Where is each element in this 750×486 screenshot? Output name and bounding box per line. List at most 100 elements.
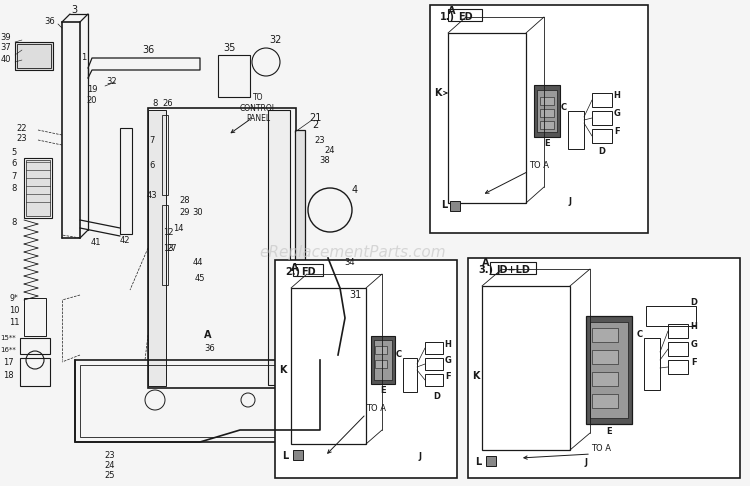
Text: F: F	[614, 126, 620, 136]
Text: F: F	[692, 358, 697, 366]
Bar	[586, 316, 632, 424]
Text: 13: 13	[163, 243, 173, 253]
Bar	[668, 360, 688, 374]
Text: 23: 23	[105, 451, 116, 459]
Bar	[592, 93, 612, 107]
Bar	[148, 108, 296, 388]
Bar	[24, 158, 52, 218]
Bar	[668, 342, 688, 356]
Bar	[592, 129, 612, 143]
Text: J: J	[419, 451, 422, 461]
Text: 2.): 2.)	[285, 267, 300, 277]
Text: 29: 29	[180, 208, 190, 216]
Text: 17: 17	[3, 358, 13, 366]
Text: 28: 28	[180, 195, 190, 205]
Bar	[668, 324, 688, 338]
Text: 26: 26	[163, 99, 173, 107]
Bar	[24, 298, 46, 336]
Bar	[540, 97, 554, 105]
Text: 5: 5	[11, 147, 16, 156]
Bar	[403, 358, 417, 392]
Text: C: C	[396, 349, 402, 359]
Text: 40: 40	[1, 55, 11, 65]
Text: 27: 27	[166, 243, 177, 253]
Bar	[218, 55, 250, 97]
Text: TO A: TO A	[591, 444, 611, 452]
Text: L: L	[282, 451, 288, 461]
Bar	[592, 328, 618, 342]
Text: 7: 7	[149, 136, 154, 144]
Text: JD+LD: JD+LD	[496, 265, 530, 275]
Text: 24: 24	[325, 145, 335, 155]
Text: 43: 43	[147, 191, 158, 199]
Text: A: A	[291, 263, 298, 273]
Bar	[275, 260, 457, 478]
Bar	[162, 115, 168, 195]
Bar	[468, 258, 740, 478]
Bar	[592, 394, 618, 408]
Bar	[537, 90, 557, 132]
Bar	[293, 264, 323, 276]
Text: 8: 8	[152, 99, 157, 107]
Text: 22: 22	[16, 123, 27, 133]
Bar	[148, 110, 166, 386]
Bar	[17, 44, 51, 68]
Text: 34: 34	[345, 258, 355, 266]
Text: ED: ED	[458, 12, 472, 22]
Text: 10: 10	[9, 306, 20, 314]
Text: FD: FD	[301, 267, 315, 277]
Text: TO
CONTROL
PANEL: TO CONTROL PANEL	[239, 93, 277, 123]
Text: 44: 44	[193, 258, 203, 266]
Bar	[425, 342, 443, 354]
Text: 20: 20	[87, 96, 98, 104]
Text: 18: 18	[3, 370, 13, 380]
Text: 25: 25	[105, 470, 116, 480]
Text: 1: 1	[81, 53, 86, 63]
Text: C: C	[637, 330, 643, 339]
Bar	[646, 306, 696, 326]
Text: D: D	[433, 392, 440, 400]
Bar	[448, 33, 526, 203]
Text: 45: 45	[195, 274, 206, 282]
Text: 38: 38	[320, 156, 330, 164]
Text: H: H	[614, 90, 620, 100]
Text: K: K	[434, 88, 442, 98]
Text: H: H	[691, 322, 698, 330]
Text: 15**: 15**	[0, 335, 16, 341]
Bar	[644, 338, 660, 390]
Text: 21: 21	[309, 113, 321, 123]
Bar	[540, 109, 554, 117]
Text: J: J	[568, 196, 572, 206]
Text: F: F	[446, 371, 451, 381]
Text: K: K	[279, 365, 286, 375]
Text: G: G	[445, 355, 452, 364]
Bar	[592, 111, 612, 125]
Bar	[592, 350, 618, 364]
Text: A: A	[482, 258, 490, 268]
Text: L: L	[441, 200, 447, 210]
Text: 31: 31	[349, 290, 361, 300]
Text: 35: 35	[224, 43, 236, 53]
Bar	[26, 160, 50, 216]
Text: 23: 23	[16, 134, 27, 142]
Bar	[120, 128, 132, 234]
Text: 2: 2	[312, 120, 318, 130]
Text: 37: 37	[1, 44, 11, 52]
Bar	[375, 346, 387, 354]
Text: D: D	[691, 297, 698, 307]
Bar	[268, 110, 290, 385]
Text: E: E	[606, 427, 612, 435]
Bar	[80, 365, 315, 437]
Bar	[75, 360, 320, 442]
Text: G: G	[691, 340, 698, 348]
Text: TO A: TO A	[529, 160, 549, 170]
Text: J: J	[584, 457, 587, 467]
Text: 8: 8	[11, 184, 16, 192]
Text: 36: 36	[142, 45, 154, 55]
Bar	[568, 111, 584, 149]
Text: G: G	[614, 108, 620, 118]
Text: 6: 6	[149, 160, 154, 170]
Text: E: E	[380, 385, 386, 395]
Bar	[448, 9, 482, 21]
Bar	[291, 288, 366, 444]
